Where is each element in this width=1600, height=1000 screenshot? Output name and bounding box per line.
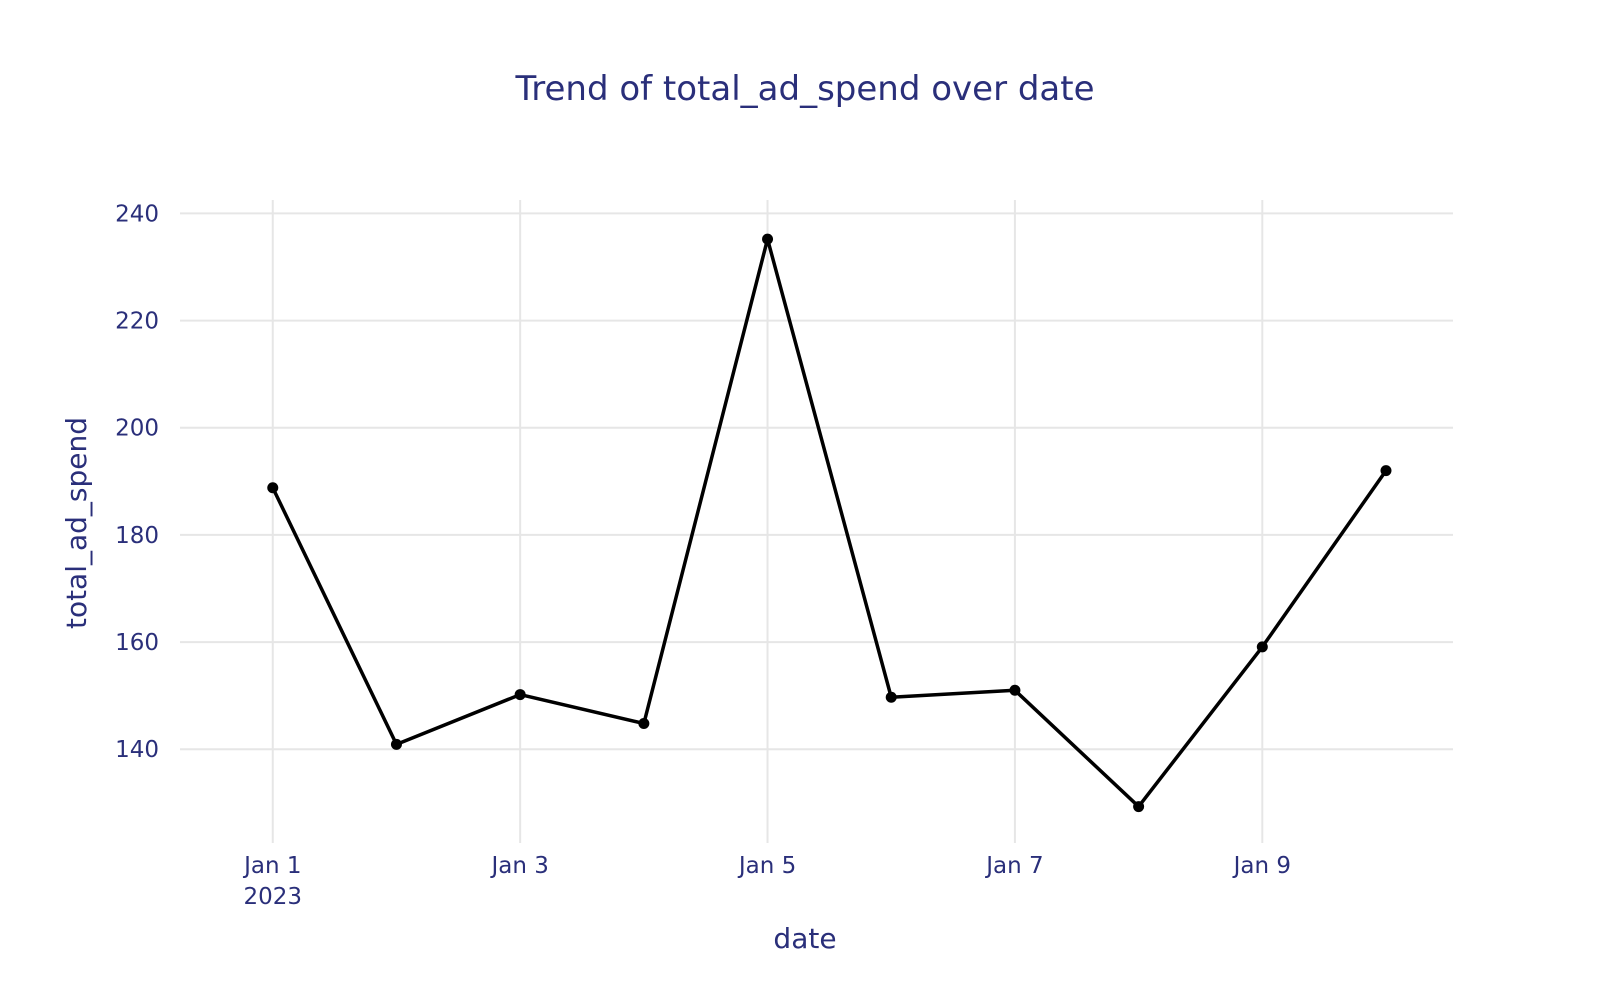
y-tick-label: 200 <box>115 416 159 442</box>
y-tick-label: 220 <box>115 309 159 335</box>
x-axis-title: date <box>773 922 836 955</box>
series-layer <box>271 237 1388 809</box>
x-tick-label: Jan 9 <box>1232 853 1291 879</box>
x-tick-label: Jan 1 <box>242 853 301 879</box>
data-point[interactable] <box>1256 641 1268 653</box>
x-tick-label: Jan 7 <box>984 853 1043 879</box>
x-tick-label: Jan 5 <box>737 853 796 879</box>
data-point[interactable] <box>885 691 897 703</box>
data-point[interactable] <box>514 689 526 701</box>
grid <box>180 200 1453 843</box>
marker-layer <box>267 233 1392 813</box>
x-tick-sublabel: 2023 <box>243 884 302 910</box>
y-tick-label: 180 <box>115 523 159 549</box>
data-point[interactable] <box>267 482 279 494</box>
data-point[interactable] <box>390 738 402 750</box>
y-axis-title: total_ad_spend <box>60 417 93 629</box>
y-tick-label: 240 <box>115 201 159 227</box>
chart-title: Trend of total_ad_spend over date <box>514 69 1094 109</box>
series-line <box>271 237 1388 809</box>
data-point[interactable] <box>638 718 650 730</box>
y-tick-label: 160 <box>115 630 159 656</box>
x-tick-label: Jan 3 <box>489 853 548 879</box>
data-point[interactable] <box>1133 801 1145 813</box>
data-point[interactable] <box>1380 465 1392 477</box>
data-point[interactable] <box>1009 684 1021 696</box>
y-tick-label: 140 <box>115 737 159 763</box>
x-axis-ticks: Jan 1 2023 Jan 3 Jan 5 Jan 7 Jan 9 <box>242 853 1291 910</box>
data-point[interactable] <box>762 233 774 245</box>
y-axis-ticks: 140 160 180 200 220 240 <box>115 201 159 763</box>
